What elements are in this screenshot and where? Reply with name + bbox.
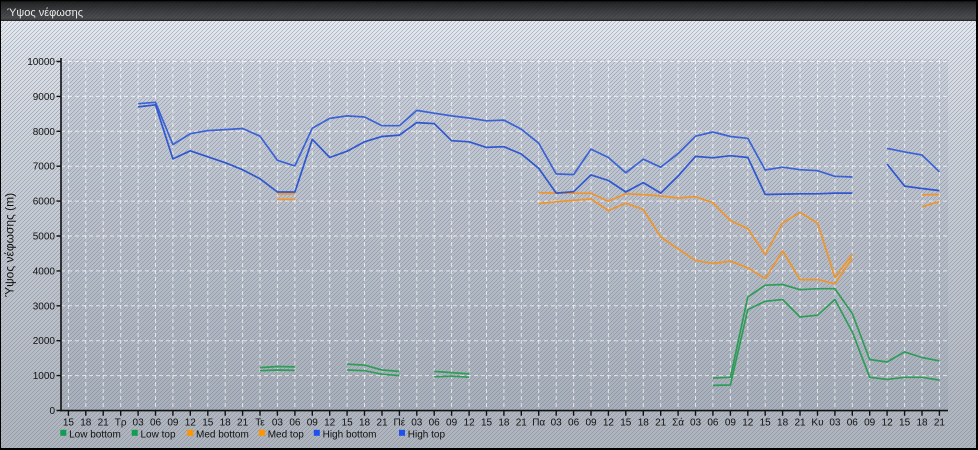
svg-text:06: 06 xyxy=(568,418,580,429)
svg-text:12: 12 xyxy=(742,418,754,429)
svg-text:10000: 10000 xyxy=(27,57,55,68)
svg-text:Πέ: Πέ xyxy=(394,417,406,429)
svg-text:18: 18 xyxy=(80,418,92,429)
svg-text:12: 12 xyxy=(882,418,894,429)
svg-text:15: 15 xyxy=(481,418,493,429)
svg-text:03: 03 xyxy=(690,418,702,429)
svg-text:12: 12 xyxy=(324,418,336,429)
svg-text:09: 09 xyxy=(585,418,597,429)
svg-text:15: 15 xyxy=(202,418,214,429)
svg-text:High top: High top xyxy=(408,429,446,440)
svg-text:Κυ: Κυ xyxy=(811,418,823,429)
svg-text:03: 03 xyxy=(411,418,423,429)
svg-text:15: 15 xyxy=(63,418,75,429)
svg-text:15: 15 xyxy=(760,418,772,429)
svg-text:03: 03 xyxy=(829,418,841,429)
svg-text:0: 0 xyxy=(49,406,55,417)
svg-text:Ύψος νέφωσης (m): Ύψος νέφωσης (m) xyxy=(3,193,17,297)
svg-text:12: 12 xyxy=(603,418,615,429)
svg-text:09: 09 xyxy=(725,418,737,429)
svg-text:Med bottom: Med bottom xyxy=(196,429,249,440)
svg-text:03: 03 xyxy=(272,418,284,429)
svg-text:21: 21 xyxy=(98,418,110,429)
svg-text:06: 06 xyxy=(150,418,162,429)
svg-text:15: 15 xyxy=(342,418,354,429)
svg-text:6000: 6000 xyxy=(33,197,56,208)
svg-text:03: 03 xyxy=(133,418,145,429)
svg-text:High bottom: High bottom xyxy=(323,429,377,440)
svg-text:1000: 1000 xyxy=(33,371,56,382)
svg-text:18: 18 xyxy=(916,418,928,429)
svg-text:18: 18 xyxy=(777,418,789,429)
svg-text:06: 06 xyxy=(847,418,859,429)
svg-text:5000: 5000 xyxy=(33,232,56,243)
svg-text:12: 12 xyxy=(464,418,476,429)
svg-text:Πα: Πα xyxy=(532,418,545,429)
svg-text:09: 09 xyxy=(307,418,319,429)
svg-text:18: 18 xyxy=(359,418,371,429)
svg-text:06: 06 xyxy=(707,418,719,429)
svg-text:Med top: Med top xyxy=(268,429,305,440)
svg-text:15: 15 xyxy=(620,418,632,429)
svg-text:09: 09 xyxy=(167,418,179,429)
svg-text:06: 06 xyxy=(289,418,301,429)
svg-text:09: 09 xyxy=(864,418,876,429)
svg-text:18: 18 xyxy=(220,418,232,429)
svg-text:Τρ: Τρ xyxy=(115,418,127,429)
svg-text:06: 06 xyxy=(429,418,441,429)
svg-text:21: 21 xyxy=(376,418,388,429)
svg-text:21: 21 xyxy=(516,418,528,429)
svg-text:9000: 9000 xyxy=(33,92,56,103)
svg-text:4000: 4000 xyxy=(33,266,56,277)
svg-text:7000: 7000 xyxy=(33,162,56,173)
svg-text:8000: 8000 xyxy=(33,127,56,138)
svg-text:18: 18 xyxy=(638,418,650,429)
svg-text:21: 21 xyxy=(934,418,946,429)
svg-text:3000: 3000 xyxy=(33,301,56,312)
svg-text:12: 12 xyxy=(185,418,197,429)
svg-text:Low top: Low top xyxy=(141,429,176,440)
svg-text:09: 09 xyxy=(446,418,458,429)
svg-text:Σά: Σά xyxy=(672,417,684,429)
svg-text:21: 21 xyxy=(237,418,249,429)
svg-text:18: 18 xyxy=(498,418,510,429)
svg-text:Τε: Τε xyxy=(255,418,265,429)
svg-text:Low bottom: Low bottom xyxy=(69,429,121,440)
svg-text:15: 15 xyxy=(899,418,911,429)
svg-text:21: 21 xyxy=(655,418,667,429)
svg-text:21: 21 xyxy=(794,418,806,429)
svg-text:2000: 2000 xyxy=(33,336,56,347)
svg-text:03: 03 xyxy=(551,418,563,429)
